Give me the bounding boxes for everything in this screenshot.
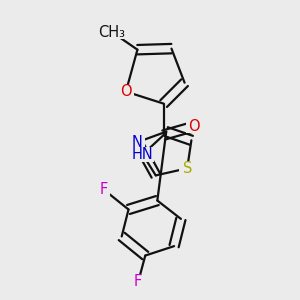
Bar (131, 147, 154, 162)
Text: N: N (132, 135, 143, 150)
Text: O: O (120, 84, 132, 99)
Bar (132, 275, 145, 288)
Text: S: S (182, 161, 192, 176)
Bar (118, 85, 134, 98)
Text: F: F (99, 182, 107, 197)
Text: O: O (188, 119, 200, 134)
Text: HN: HN (132, 147, 154, 162)
Text: F: F (134, 274, 142, 289)
Bar (186, 120, 202, 133)
Bar (97, 183, 110, 196)
Text: CH₃: CH₃ (98, 25, 125, 40)
Bar (99, 25, 125, 39)
Bar (179, 162, 195, 175)
Bar (130, 136, 145, 149)
